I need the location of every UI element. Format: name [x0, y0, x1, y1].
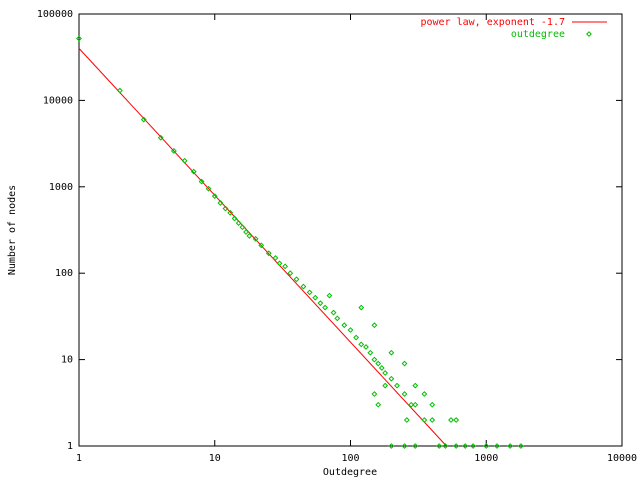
- y-tick-label: 100: [55, 268, 73, 279]
- data-point: [76, 35, 82, 42]
- data-point: [388, 349, 395, 356]
- data-point: [300, 283, 307, 290]
- data-point: [306, 289, 313, 296]
- data-point: [140, 116, 147, 123]
- data-point: [429, 417, 436, 423]
- y-tick-label: 1000: [49, 182, 73, 193]
- data-point: [211, 193, 218, 200]
- data-point: [367, 349, 374, 356]
- data-point: [382, 370, 389, 376]
- data-point: [358, 304, 365, 311]
- data-point: [517, 443, 524, 449]
- data-point: [287, 270, 294, 277]
- x-tick-label: 1000: [474, 453, 498, 464]
- data-point: [421, 391, 428, 397]
- data-point: [231, 215, 238, 222]
- x-tick-label: 10: [209, 453, 221, 464]
- y-tick-label: 1: [67, 441, 73, 452]
- data-point: [507, 443, 514, 449]
- data-point: [246, 233, 253, 239]
- data-point: [157, 134, 164, 141]
- data-point: [442, 443, 449, 449]
- data-point: [401, 443, 408, 449]
- data-point: [470, 443, 477, 449]
- data-point: [371, 322, 378, 329]
- data-point: [382, 382, 389, 389]
- data-point: [429, 401, 436, 408]
- data-point: [341, 322, 348, 329]
- data-point: [494, 443, 500, 449]
- legend-label: power law, exponent -1.7: [421, 17, 566, 28]
- data-point: [412, 401, 419, 408]
- data-point: [334, 315, 341, 322]
- data-point: [401, 391, 408, 397]
- data-point: [330, 309, 337, 316]
- data-point: [436, 443, 443, 449]
- data-point: [448, 417, 454, 423]
- data-point: [375, 401, 382, 408]
- data-point: [312, 294, 319, 301]
- data-point: [276, 260, 283, 267]
- data-point: [322, 304, 329, 311]
- data-point: [198, 178, 205, 185]
- data-point: [358, 341, 365, 348]
- data-point: [462, 443, 469, 449]
- data-point: [116, 87, 123, 94]
- legend-swatch: [586, 31, 592, 37]
- data-point: [388, 375, 395, 382]
- x-tick-label: 10000: [607, 453, 637, 464]
- data-point: [227, 209, 234, 216]
- data-point: [170, 148, 177, 154]
- y-axis-label: Number of nodes: [7, 185, 18, 275]
- data-point: [282, 263, 289, 270]
- data-point: [326, 292, 333, 299]
- data-point: [317, 300, 324, 307]
- y-tick-label: 10000: [43, 95, 73, 106]
- data-point: [222, 205, 229, 212]
- power-law-line: [78, 48, 447, 447]
- data-point: [205, 185, 212, 192]
- data-point: [453, 417, 460, 423]
- legend-label: outdegree: [511, 29, 565, 40]
- data-point: [293, 276, 300, 283]
- data-point: [401, 360, 408, 367]
- data-point: [243, 229, 249, 235]
- x-axis-label: Outdegree: [323, 467, 377, 478]
- data-point: [363, 344, 369, 350]
- data-point: [388, 443, 395, 449]
- data-point: [217, 200, 224, 206]
- data-point: [453, 443, 460, 449]
- data-point: [483, 443, 490, 449]
- x-tick-label: 100: [341, 453, 359, 464]
- data-point: [252, 235, 259, 242]
- data-point: [265, 250, 272, 257]
- y-tick-label: 10: [61, 355, 73, 366]
- data-point: [272, 255, 279, 261]
- data-point: [375, 360, 382, 367]
- data-point: [181, 157, 188, 164]
- data-point: [239, 224, 246, 231]
- data-point: [347, 327, 354, 333]
- y-tick-label: 100000: [37, 9, 73, 20]
- data-point: [403, 417, 410, 423]
- data-point: [371, 391, 378, 397]
- data-point: [412, 382, 419, 389]
- data-point: [235, 220, 242, 227]
- data-point: [394, 382, 400, 389]
- data-point: [258, 242, 265, 249]
- data-point: [421, 417, 428, 423]
- data-point: [412, 443, 419, 449]
- data-point: [353, 334, 360, 341]
- x-tick-label: 1: [76, 453, 82, 464]
- data-point: [190, 168, 197, 175]
- data-point: [408, 401, 415, 408]
- data-point: [378, 365, 385, 371]
- plot-frame: [78, 13, 623, 447]
- data-point: [371, 356, 378, 363]
